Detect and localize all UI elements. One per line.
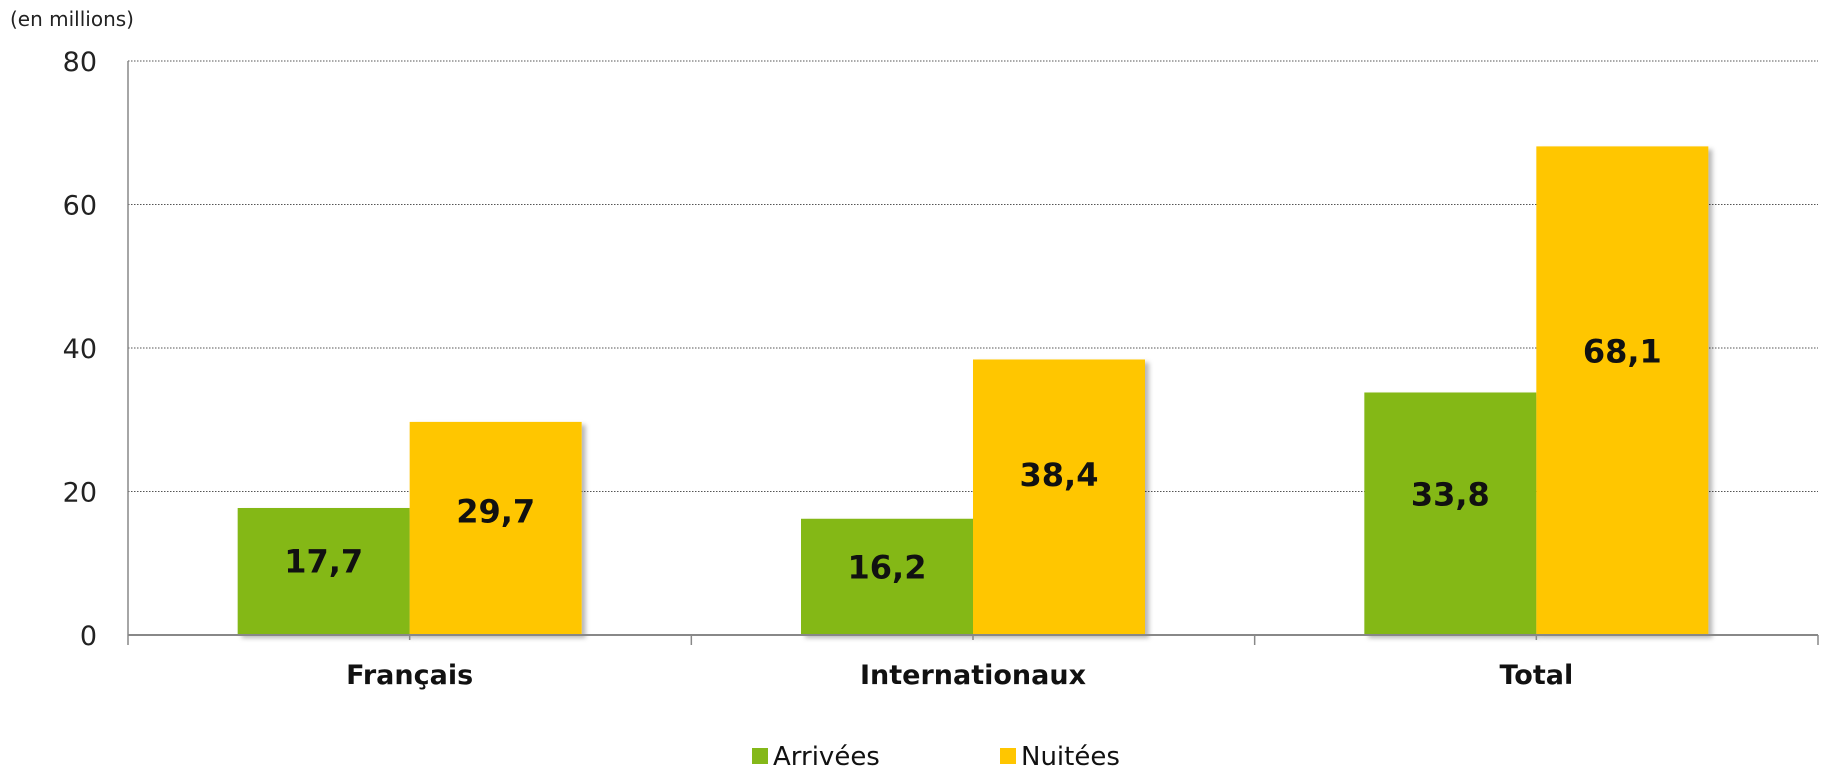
y-tick-label: 20 [63,478,97,509]
bar-nuitees [409,421,582,635]
bars [237,146,1709,635]
bar-nuitees [1536,146,1709,635]
data-label: 38,4 [1020,456,1099,494]
bar-arrivees [1364,392,1537,635]
data-label: 33,8 [1411,475,1490,513]
y-tick-label: 60 [63,191,97,222]
legend-label: Arrivées [773,742,880,772]
x-tick-label: Total [1499,660,1573,691]
y-tick-label: 80 [63,47,97,78]
legend-swatch [752,748,768,764]
data-label: 16,2 [848,549,927,587]
data-label: 17,7 [284,542,363,580]
bar-arrivees [237,508,410,635]
bar-nuitees [973,359,1145,635]
axes: 0 20 40 60 80 [63,47,1819,652]
legend-label: Nuitées [1021,742,1120,772]
labels: (en millions) 17,7 29,7 Français 16,2 38,4 Int… [10,7,1662,691]
x-tick-label: Internationaux [860,660,1086,691]
data-label: 29,7 [456,492,535,530]
data-label: 68,1 [1583,333,1662,371]
y-tick-label: 40 [63,334,97,365]
bar-arrivees [801,518,973,635]
legend: Arrivées Nuitées [752,742,1120,772]
unit-label: (en millions) [10,7,134,31]
y-tick-label: 0 [80,621,97,652]
x-tick-label: Français [346,660,473,691]
legend-swatch [1000,748,1016,764]
